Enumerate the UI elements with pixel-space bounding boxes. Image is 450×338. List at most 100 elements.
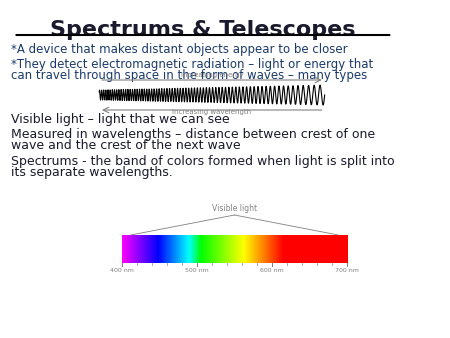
Bar [169, 235, 170, 263]
Bar [196, 235, 197, 263]
Bar [268, 235, 269, 263]
Bar [124, 235, 125, 263]
Bar [286, 235, 287, 263]
Bar [213, 235, 214, 263]
Bar [225, 235, 226, 263]
Bar [130, 235, 131, 263]
Bar [280, 235, 281, 263]
Bar [164, 235, 165, 263]
Bar [276, 235, 277, 263]
Bar [284, 235, 285, 263]
Bar [303, 235, 304, 263]
Bar [324, 235, 325, 263]
Bar [255, 235, 256, 263]
Bar [183, 235, 184, 263]
Bar [270, 235, 271, 263]
Bar [135, 235, 136, 263]
Text: 400 nm: 400 nm [110, 268, 134, 273]
Bar [287, 235, 288, 263]
Bar [137, 235, 138, 263]
Bar [346, 235, 347, 263]
Bar [309, 235, 310, 263]
Bar [219, 235, 220, 263]
Bar [330, 235, 331, 263]
Bar [297, 235, 298, 263]
Bar [249, 235, 250, 263]
Bar [326, 235, 327, 263]
Bar [160, 235, 161, 263]
Bar [172, 235, 173, 263]
Bar [206, 235, 207, 263]
Bar [246, 235, 247, 263]
Bar [317, 235, 318, 263]
Bar [326, 235, 327, 263]
Bar [286, 235, 287, 263]
Bar [301, 235, 302, 263]
Bar [122, 235, 123, 263]
Bar [239, 235, 240, 263]
Bar [200, 235, 201, 263]
Bar [220, 235, 221, 263]
Bar [198, 235, 199, 263]
Bar [314, 235, 315, 263]
Bar [199, 235, 200, 263]
Bar [329, 235, 330, 263]
Bar [133, 235, 134, 263]
Bar [328, 235, 329, 263]
Bar [245, 235, 246, 263]
Bar [336, 235, 337, 263]
Bar [150, 235, 151, 263]
Bar [285, 235, 286, 263]
Bar [264, 235, 265, 263]
Bar [216, 235, 217, 263]
Bar [172, 235, 173, 263]
Bar [344, 235, 345, 263]
Bar [200, 235, 201, 263]
Bar [182, 235, 183, 263]
Bar [179, 235, 180, 263]
Bar [177, 235, 178, 263]
Bar [256, 235, 257, 263]
Bar [227, 235, 228, 263]
Bar [125, 235, 126, 263]
Bar [242, 235, 243, 263]
Bar [178, 235, 179, 263]
Bar [288, 235, 289, 263]
Bar [325, 235, 326, 263]
Bar [174, 235, 175, 263]
Bar [274, 235, 275, 263]
Bar [301, 235, 302, 263]
Bar [331, 235, 332, 263]
Bar [167, 235, 168, 263]
Bar [247, 235, 248, 263]
Bar [215, 235, 216, 263]
Bar [257, 235, 258, 263]
Bar [269, 235, 270, 263]
Bar [251, 235, 252, 263]
Bar [307, 235, 308, 263]
Bar [338, 235, 339, 263]
Bar [158, 235, 159, 263]
Text: 600 nm: 600 nm [260, 268, 284, 273]
Bar [312, 235, 313, 263]
Bar [305, 235, 306, 263]
Bar [307, 235, 308, 263]
Bar [314, 235, 315, 263]
Text: Spectrums - the band of colors formed when light is split into: Spectrums - the band of colors formed wh… [11, 155, 395, 168]
Bar [145, 235, 146, 263]
Bar [341, 235, 342, 263]
Bar [321, 235, 322, 263]
Bar [124, 235, 125, 263]
Bar [168, 235, 169, 263]
Bar [219, 235, 220, 263]
Bar [281, 235, 282, 263]
Bar [330, 235, 331, 263]
Bar [305, 235, 306, 263]
Bar [218, 235, 219, 263]
Bar [322, 235, 323, 263]
Bar [277, 235, 278, 263]
Text: Visible light: Visible light [212, 204, 257, 213]
Bar [175, 235, 176, 263]
Bar [273, 235, 274, 263]
Bar [179, 235, 180, 263]
